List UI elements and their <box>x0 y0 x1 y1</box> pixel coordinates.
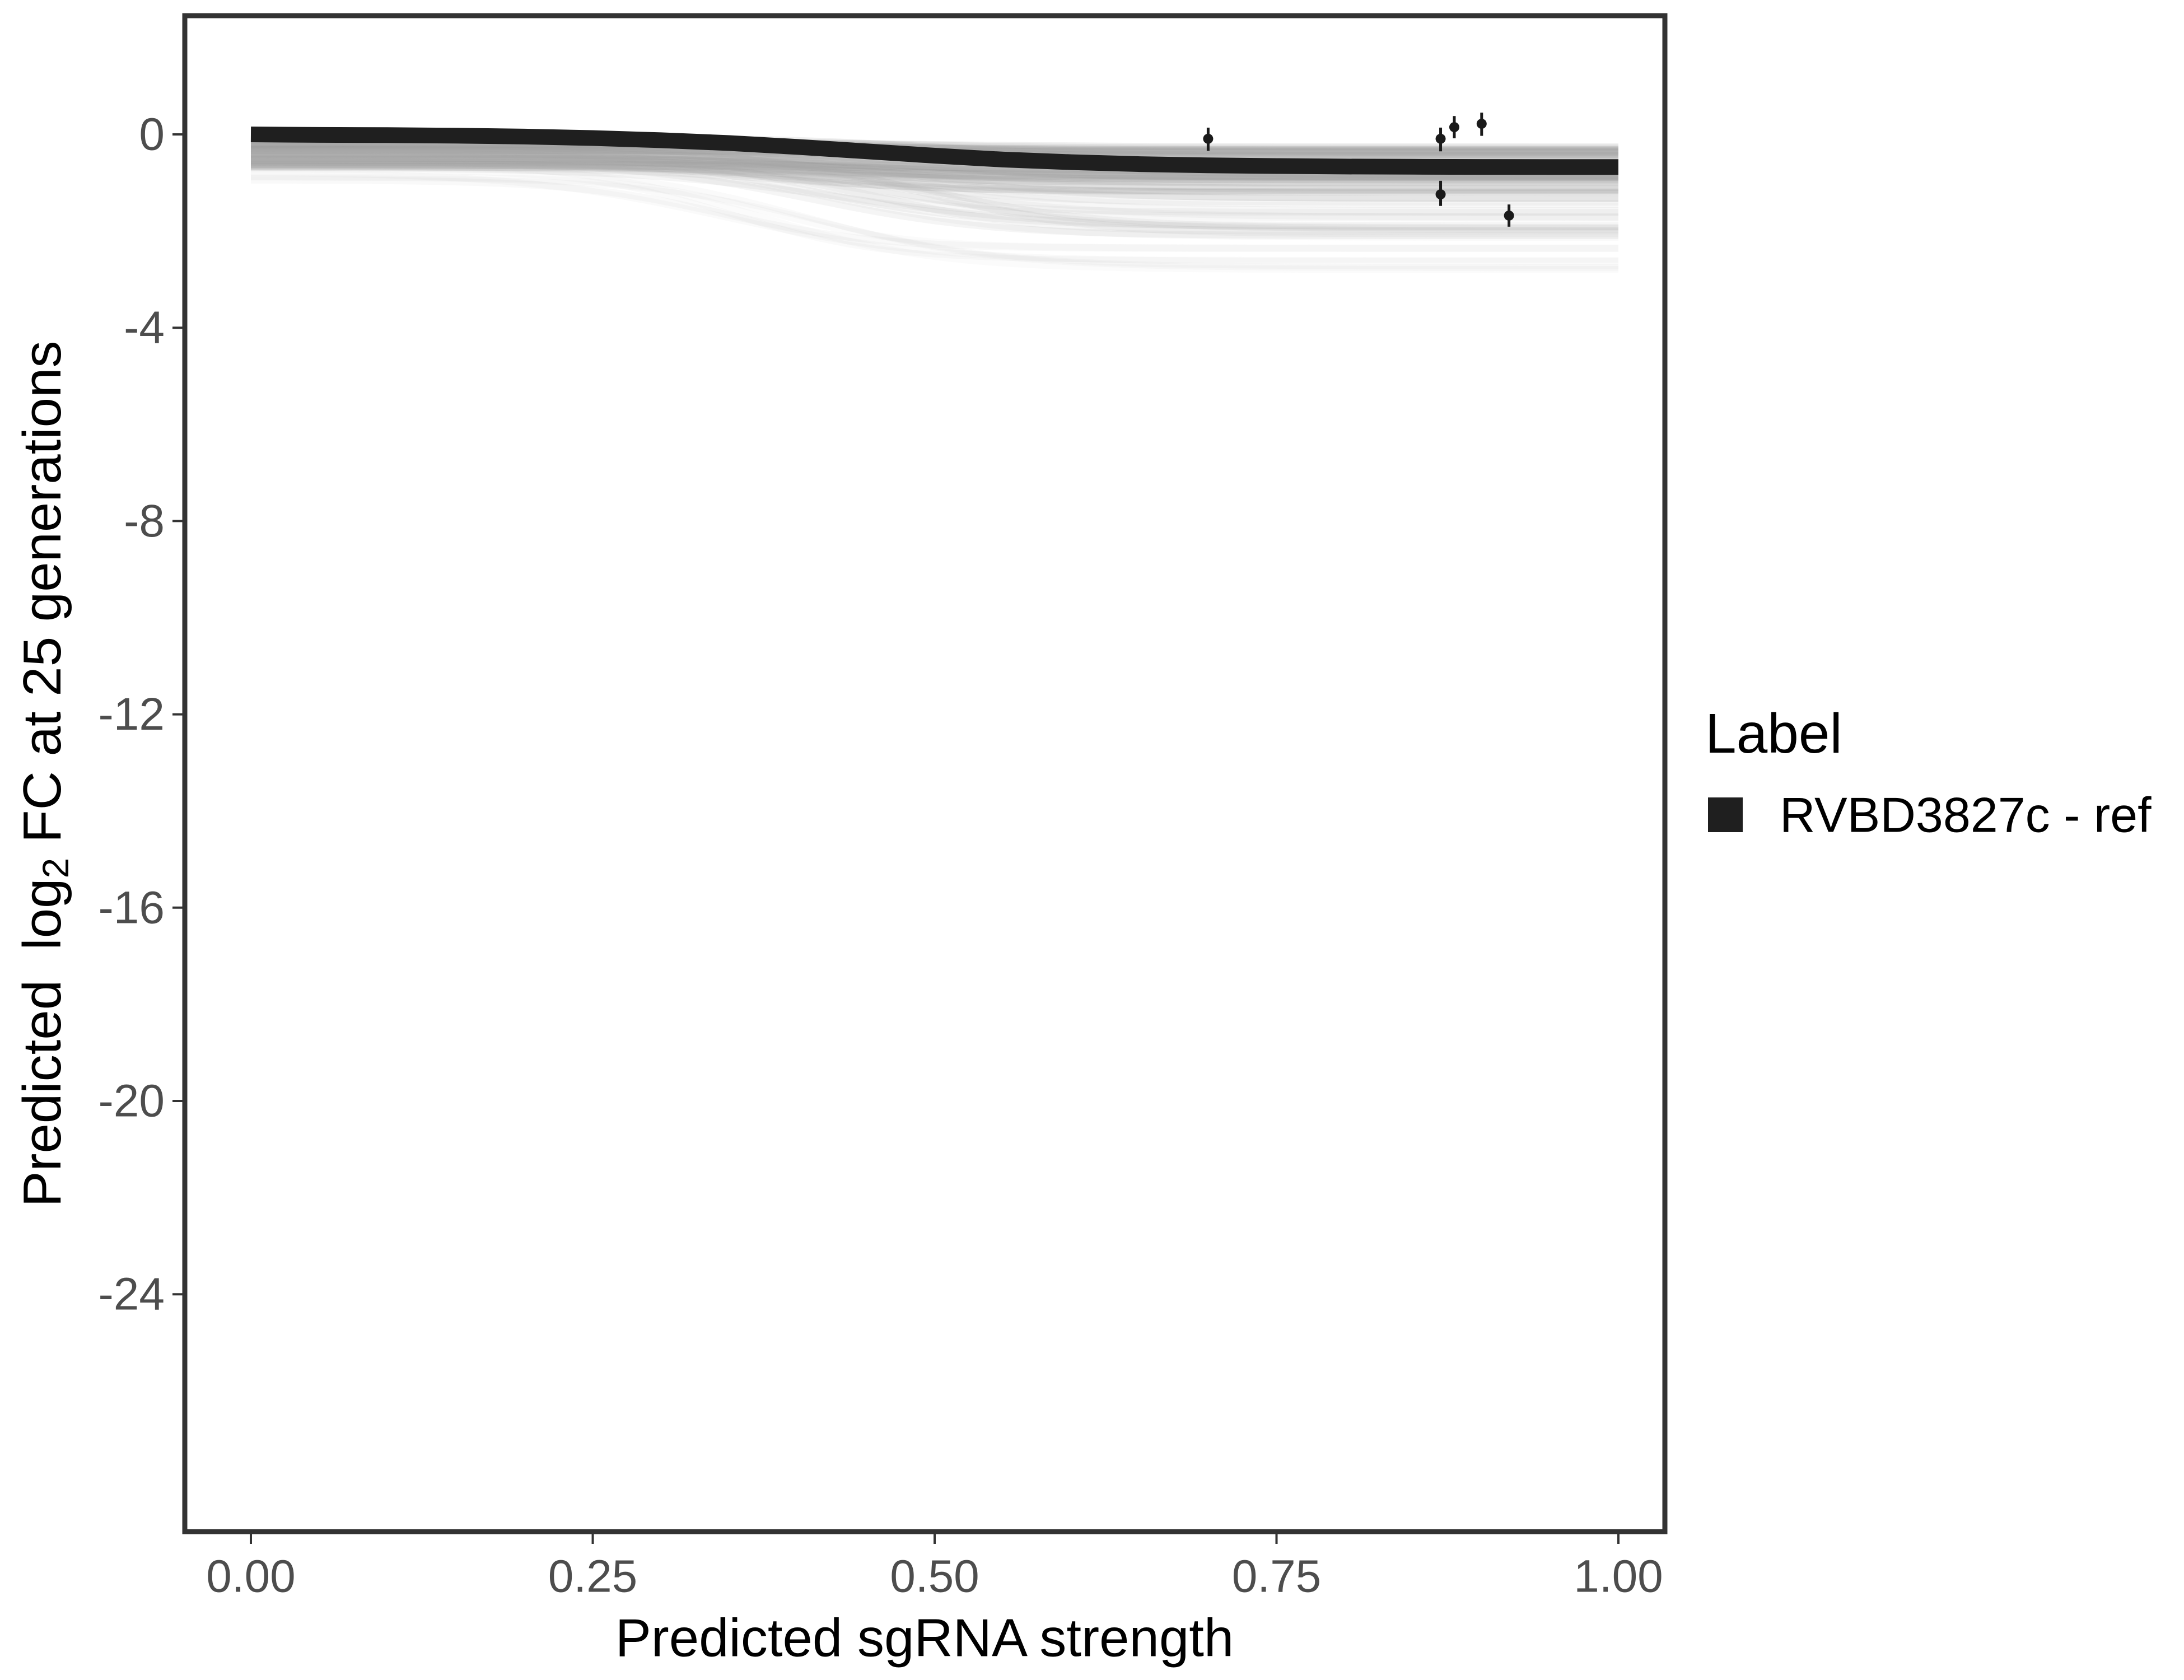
prediction-curve <box>251 151 1618 181</box>
prediction-curve <box>251 153 1618 181</box>
x-tick-label: 0.25 <box>548 1551 638 1602</box>
prediction-curve <box>251 153 1618 191</box>
panel-border <box>182 13 1668 1534</box>
prediction-curve <box>251 164 1619 202</box>
prediction-curve <box>250 146 1618 206</box>
prediction-curve <box>251 162 1618 183</box>
prediction-curve <box>250 161 1618 203</box>
prediction-curve <box>250 176 1618 252</box>
prediction-curve <box>250 162 1618 194</box>
data-point <box>1449 122 1459 133</box>
y-tick-label: 0 <box>139 109 165 160</box>
prediction-curve <box>250 162 1618 193</box>
ref-line-layer <box>250 127 1618 175</box>
y-axis: 0 -4 -8 -12 -16 -20 -24 <box>98 109 185 1320</box>
prediction-curve <box>250 153 1618 221</box>
x-axis-title: Predicted sgRNA strength <box>615 1608 1234 1668</box>
prediction-curve <box>250 159 1618 194</box>
prediction-curve <box>251 153 1619 184</box>
prediction-curve <box>251 153 1618 230</box>
prediction-curve <box>250 158 1618 235</box>
y-tick-label: -16 <box>98 882 165 933</box>
x-tick-label: 0.00 <box>206 1551 296 1602</box>
prediction-curve <box>250 148 1618 230</box>
prediction-curve <box>251 162 1618 216</box>
prediction-curve <box>251 155 1618 181</box>
prediction-curve <box>251 148 1618 237</box>
prediction-curve <box>251 156 1618 186</box>
y-tick-label: -12 <box>98 689 165 740</box>
prediction-curve <box>250 158 1618 273</box>
legend-entry-label: RVBD3827c - ref <box>1780 787 2152 843</box>
y-tick-label: -20 <box>98 1076 165 1127</box>
data-point <box>1504 210 1514 221</box>
y-axis-title-prefix: Predicted log <box>12 878 72 1207</box>
prediction-curve <box>250 173 1618 251</box>
prediction-curve <box>250 157 1618 241</box>
prediction-curve <box>250 175 1619 269</box>
prediction-curve <box>250 163 1618 196</box>
y-tick-label: -24 <box>98 1269 165 1320</box>
prediction-curve <box>251 157 1619 180</box>
prediction-curve <box>250 146 1618 222</box>
prediction-curve <box>250 158 1618 240</box>
prediction-curve <box>250 151 1618 208</box>
legend-entry: RVBD3827c - ref <box>1708 787 2152 843</box>
y-tick-label: -8 <box>124 496 165 547</box>
prediction-curve <box>251 144 1618 202</box>
legend-key-square <box>1708 797 1743 832</box>
prediction-curve <box>251 154 1618 180</box>
prediction-curve <box>251 146 1618 183</box>
prediction-curve <box>250 164 1618 232</box>
prediction-curve <box>251 162 1618 197</box>
panel-background <box>185 16 1665 1532</box>
x-axis: 0.00 0.25 0.50 0.75 1.00 <box>206 1532 1663 1602</box>
legend: Label RVBD3827c - ref <box>1705 702 2152 843</box>
x-tick-label: 1.00 <box>1574 1551 1663 1602</box>
data-point <box>1435 133 1446 144</box>
prediction-curve <box>251 142 1618 151</box>
prediction-curve <box>250 169 1618 265</box>
y-axis-title-subscript: 2 <box>35 858 76 879</box>
data-point <box>1435 189 1446 200</box>
prediction-curve <box>251 152 1618 188</box>
prediction-curve <box>250 150 1619 234</box>
prediction-curve <box>250 156 1618 216</box>
y-axis-title-suffix: FC at 25 generations <box>12 341 72 858</box>
y-axis-title: Predicted log2 FC at 25 generations <box>12 341 77 1207</box>
x-tick-label: 0.75 <box>1232 1551 1322 1602</box>
prediction-curve <box>251 151 1618 181</box>
y-tick-label: -4 <box>124 302 165 353</box>
data-point <box>1203 133 1214 144</box>
legend-title: Label <box>1705 702 1842 765</box>
pointrange-layer <box>1203 113 1514 227</box>
prediction-curve <box>250 163 1618 272</box>
prediction-curve <box>250 166 1618 263</box>
ref-line <box>250 127 1618 175</box>
x-tick-label: 0.50 <box>890 1551 979 1602</box>
data-point <box>1476 119 1487 129</box>
